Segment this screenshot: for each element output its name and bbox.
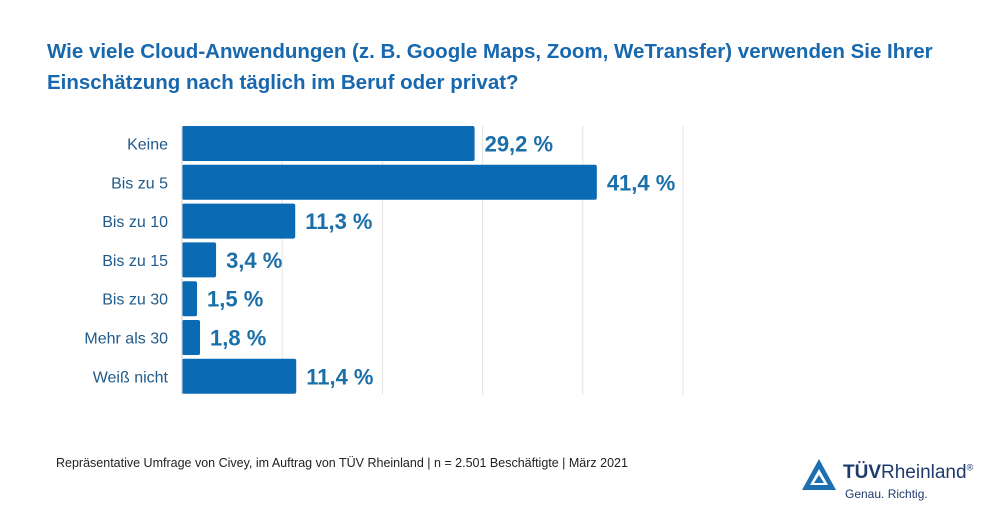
logo-tagline: Genau. Richtig. <box>845 487 928 501</box>
bar <box>182 164 597 200</box>
tuv-logo: TÜVRheinland® Genau. Richtig. <box>801 458 991 508</box>
value-label: 11,4 % <box>306 364 373 389</box>
chart-title: Wie viele Cloud-Anwendungen (z. B. Googl… <box>47 40 933 94</box>
value-label: 1,5 % <box>207 287 263 312</box>
value-label: 29,2 % <box>485 132 553 157</box>
logo-brand-bold: TÜV <box>843 462 881 483</box>
category-label: Mehr als 30 <box>84 331 168 348</box>
logo-wordmark: TÜVRheinland® <box>843 462 973 484</box>
tuv-triangle-icon <box>802 459 836 490</box>
value-label: 11,3 % <box>305 209 372 234</box>
category-label: Weiß nicht <box>93 369 169 386</box>
category-label: Bis zu 15 <box>102 253 168 270</box>
bar <box>182 242 217 278</box>
value-label: 1,8 % <box>210 326 266 351</box>
bar <box>182 358 297 394</box>
source-note: Repräsentative Umfrage von Civey, im Auf… <box>56 456 628 470</box>
category-label: Bis zu 5 <box>111 175 168 192</box>
category-label: Keine <box>127 137 168 154</box>
bar <box>182 281 198 317</box>
bar <box>182 126 475 161</box>
logo-registered: ® <box>966 462 974 473</box>
bar <box>182 203 296 239</box>
category-label: Bis zu 10 <box>102 214 168 231</box>
bar <box>182 320 201 355</box>
category-label: Bis zu 30 <box>102 292 168 309</box>
value-label: 3,4 % <box>226 248 282 273</box>
value-label: 41,4 % <box>607 170 676 195</box>
logo-brand-rest: Rheinland <box>881 462 967 483</box>
